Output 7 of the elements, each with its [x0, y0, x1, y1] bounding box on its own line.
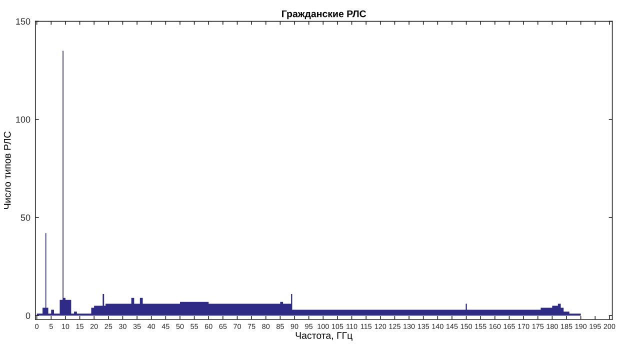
y-tick-label: 150: [16, 18, 30, 25]
y-tick-label: 100: [16, 116, 30, 123]
y-tick-label: 50: [20, 214, 30, 221]
x-axis-title: Частота, ГГц: [296, 332, 352, 341]
chart-title: Гражданские РЛС: [282, 10, 366, 20]
y-tick-label: 0: [26, 312, 30, 319]
y-axis-title: Число типов РЛС: [4, 132, 11, 209]
